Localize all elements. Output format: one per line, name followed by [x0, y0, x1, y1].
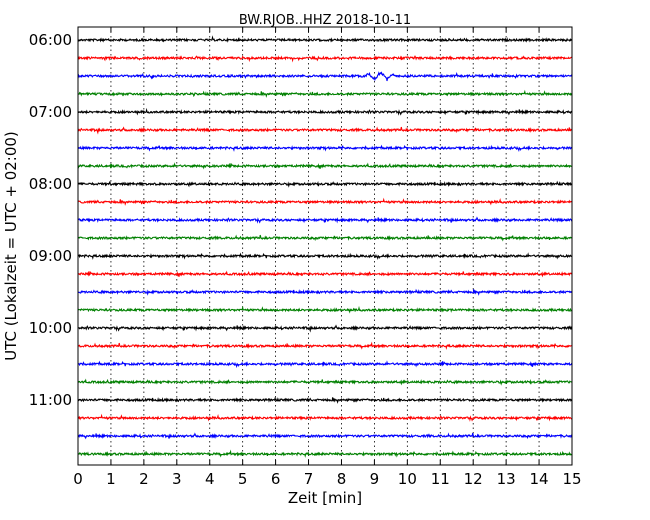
x-tick-label: 2: [139, 470, 149, 488]
x-tick-label: 7: [304, 470, 314, 488]
y-tick-label: 11:00: [29, 391, 72, 409]
trace-line: [77, 305, 573, 314]
trace-line: [77, 396, 573, 404]
trace-line: [77, 144, 573, 153]
x-tick-label: 15: [562, 470, 581, 488]
trace-line: [77, 107, 573, 116]
x-axis-label: Zeit [min]: [288, 489, 362, 507]
x-tick-label: 11: [431, 470, 450, 488]
trace-line: [77, 413, 573, 422]
trace-line: [77, 270, 573, 278]
trace-line: [77, 55, 573, 63]
y-tick-label: 09:00: [29, 247, 72, 265]
y-tick-label: 08:00: [29, 175, 72, 193]
x-tick-label: 8: [337, 470, 347, 488]
y-tick-label: 06:00: [29, 31, 72, 49]
traces: [77, 35, 573, 458]
trace-line: [77, 341, 573, 350]
trace-line: [77, 288, 573, 296]
trace-line: [77, 216, 573, 224]
trace-line: [77, 35, 573, 43]
y-tick-label: 07:00: [29, 103, 72, 121]
x-axis-ticks: 0 1 2 3 4 5 6 7 8 9 10 11 12 13 14 15: [73, 27, 582, 488]
plot-frame: [77, 26, 573, 466]
x-tick-label: 1: [106, 470, 116, 488]
x-tick-label: 14: [530, 470, 549, 488]
trace-line: [77, 252, 573, 261]
trace-line: [77, 234, 573, 242]
y-axis-ticks: 06:00 07:00 08:00 09:00 10:00 11:00: [29, 31, 572, 409]
x-tick-label: 5: [238, 470, 248, 488]
x-tick-label: 12: [464, 470, 483, 488]
x-tick-label: 3: [172, 470, 182, 488]
x-tick-label: 4: [205, 470, 215, 488]
trace-line: [77, 360, 573, 369]
y-axis-label: UTC (Lokalzeit = UTC + 02:00): [2, 131, 20, 361]
trace-line: [77, 126, 573, 135]
trace-line: [77, 89, 573, 98]
x-tick-label: 13: [497, 470, 516, 488]
trace-line: [77, 449, 573, 458]
trace-line: [77, 432, 573, 440]
trace-line: [77, 197, 573, 206]
trace-line: [77, 71, 573, 82]
trace-line: [77, 378, 573, 386]
trace-line: [77, 324, 573, 333]
x-tick-label: 0: [73, 470, 83, 488]
trace-line: [77, 162, 573, 170]
trace-line: [77, 180, 573, 188]
chart-title: BW.RJOB..HHZ 2018-10-11: [239, 13, 411, 28]
x-tick-label: 10: [398, 470, 417, 488]
x-tick-label: 9: [370, 470, 380, 488]
y-tick-label: 10:00: [29, 319, 72, 337]
x-tick-label: 6: [271, 470, 281, 488]
grid-lines: [110, 27, 540, 465]
